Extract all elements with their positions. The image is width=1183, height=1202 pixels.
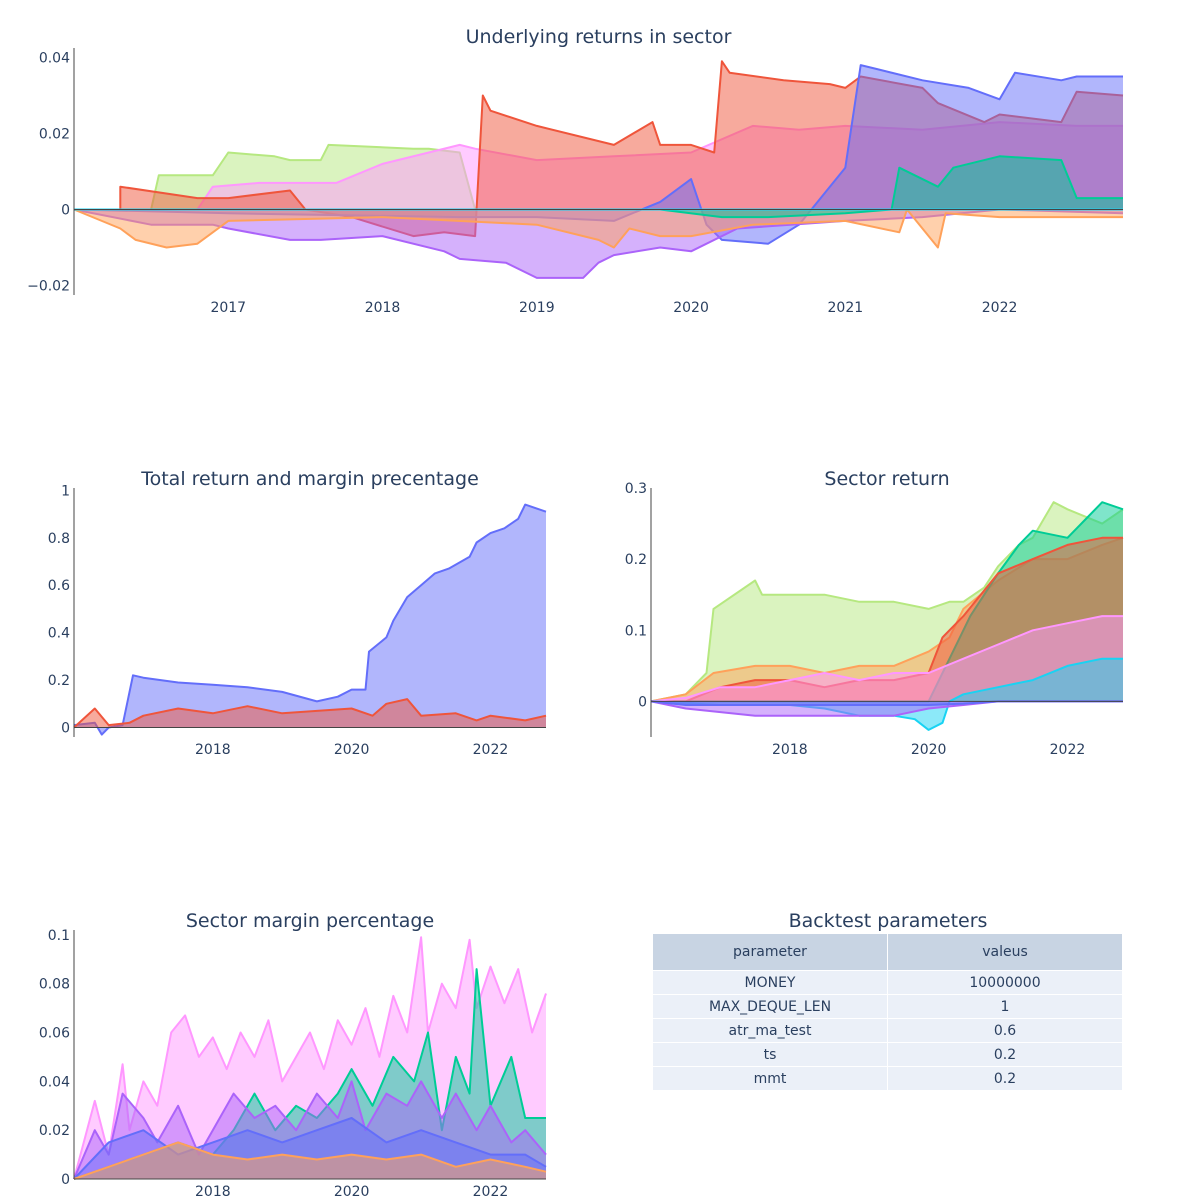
series-line	[73, 1080, 547, 1180]
y-tick-label: 0.02	[39, 1123, 70, 1139]
x-tick-label: 2019	[519, 300, 555, 316]
table-cell: 0.2	[887, 1042, 1123, 1067]
y-tick-label: 1	[61, 483, 70, 499]
x-tick-label: 2021	[828, 300, 864, 316]
series-area	[74, 156, 1123, 218]
x-tick-label: 2020	[334, 1184, 370, 1200]
underlying-chart: Underlying returns in sector −0.02 0 0.02 0.…	[27, 26, 1124, 316]
series-line	[650, 615, 1123, 703]
series-area	[74, 65, 1123, 244]
x-tick-label: 2022	[473, 742, 509, 758]
y-tick-label: 0.2	[48, 673, 70, 689]
y-tick-label: 0.2	[625, 552, 647, 568]
series-line	[74, 155, 1123, 219]
table-cell: 0.6	[887, 1018, 1123, 1043]
y-tick-label: 0.8	[48, 531, 70, 547]
series-area	[74, 209, 1123, 278]
x-tick-label: 2022	[473, 1184, 509, 1200]
sector-chart: Sector return 0 0.1 0.2 0.3 2018 2020 2022	[625, 468, 1124, 758]
x-tick-label: 2017	[210, 300, 246, 316]
series-area	[651, 616, 1123, 702]
series-line	[650, 501, 1124, 703]
table-title: Backtest parameters	[789, 910, 988, 932]
x-tick-label: 2018	[772, 742, 808, 758]
sector-title: Sector return	[824, 468, 949, 490]
y-tick-label: 0.02	[39, 127, 70, 143]
y-tick-label: 0.08	[39, 977, 70, 993]
table-cell: MAX_DEQUE_LEN	[652, 994, 888, 1019]
table-cell: atr_ma_test	[652, 1018, 888, 1043]
table-cell: 0.2	[887, 1066, 1123, 1091]
series-area	[74, 504, 546, 735]
margin-chart: Sector margin percentage 0 0.02 0.04 0.06 0.0…	[39, 910, 547, 1200]
series-area	[74, 699, 546, 728]
table-cell: mmt	[652, 1066, 888, 1091]
y-tick-label: 0.1	[48, 928, 70, 944]
y-tick-label: 0.6	[48, 578, 70, 594]
y-tick-label: 0	[61, 203, 70, 219]
series-6	[74, 155, 1123, 219]
total-chart: Total return and margin precentage 0 0.2 0.…	[48, 468, 547, 758]
table-header-row: parameter valeus	[652, 933, 1123, 971]
y-tick-label: 0	[638, 694, 647, 710]
table-row: MONEY 10000000	[652, 970, 1123, 995]
y-tick-label: 0.4	[48, 626, 70, 642]
column-header-parameter: parameter	[652, 933, 888, 971]
x-tick-label: 2018	[195, 742, 231, 758]
x-tick-label: 2022	[1050, 742, 1086, 758]
series-line	[73, 208, 1123, 249]
series-area	[74, 1142, 546, 1179]
series-4	[73, 208, 1124, 279]
table-cell: MONEY	[652, 970, 888, 995]
y-tick-label: 0.06	[39, 1026, 70, 1042]
backtest-parameters-table: parameter valeus MONEY 10000000 MAX_DEQU…	[652, 933, 1123, 1091]
x-tick-label: 2020	[334, 742, 370, 758]
y-tick-label: 0.04	[39, 51, 70, 67]
table-row: atr_ma_test 0.6	[652, 1018, 1123, 1043]
table-cell: 10000000	[887, 970, 1123, 995]
y-tick-label: 0	[61, 1172, 70, 1188]
table-row: ts 0.2	[652, 1042, 1123, 1067]
y-tick-label: 0	[61, 721, 70, 737]
x-tick-label: 2020	[673, 300, 709, 316]
x-tick-label: 2020	[911, 742, 947, 758]
y-tick-label: 0.04	[39, 1074, 70, 1090]
series-1	[73, 698, 547, 729]
y-tick-label: 0.1	[625, 623, 647, 639]
series-line	[73, 936, 547, 1180]
y-tick-label: 0.3	[625, 481, 647, 497]
x-tick-label: 2018	[195, 1184, 231, 1200]
series-line	[73, 208, 1124, 279]
x-tick-label: 2018	[365, 300, 401, 316]
column-header-values: valeus	[887, 933, 1123, 971]
series-line	[73, 698, 547, 729]
table-cell: ts	[652, 1042, 888, 1067]
underlying-title: Underlying returns in sector	[466, 26, 732, 48]
y-tick-label: −0.02	[27, 279, 70, 295]
series-5	[73, 208, 1123, 249]
series-4	[650, 615, 1123, 703]
table-row: mmt 0.2	[652, 1066, 1123, 1091]
series-4	[73, 1141, 547, 1180]
margin-title: Sector margin percentage	[186, 910, 434, 932]
series-line	[73, 503, 547, 736]
series-7	[650, 700, 1123, 706]
series-line	[73, 1141, 547, 1180]
table-row: MAX_DEQUE_LEN 1	[652, 994, 1123, 1019]
series-0	[73, 503, 547, 736]
x-tick-label: 2022	[982, 300, 1018, 316]
table-cell: 1	[887, 994, 1123, 1019]
total-title: Total return and margin precentage	[140, 468, 479, 490]
series-area	[74, 209, 1123, 248]
series-line	[73, 1117, 547, 1180]
